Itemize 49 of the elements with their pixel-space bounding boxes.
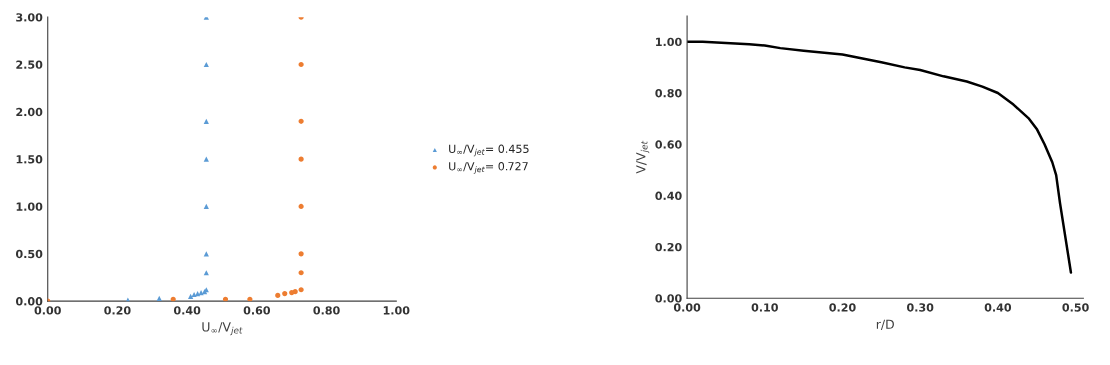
x-tick-label: 0.40 bbox=[984, 303, 1012, 312]
point bbox=[247, 296, 253, 302]
point bbox=[298, 270, 304, 276]
point bbox=[203, 118, 209, 124]
y-tick-label: 1.00 bbox=[16, 202, 43, 211]
y-tick-label: 2.00 bbox=[16, 107, 43, 117]
line-series bbox=[687, 40, 1073, 274]
y-tick-label: 0.80 bbox=[655, 88, 682, 98]
point bbox=[275, 292, 281, 299]
x-tick-label: 0.50 bbox=[1062, 303, 1089, 312]
y-tick-label: 0.20 bbox=[655, 242, 682, 252]
point bbox=[203, 61, 209, 68]
point bbox=[298, 118, 304, 124]
x-tick-label: 0.10 bbox=[751, 303, 778, 312]
x-axis-title: U$_{∞}$/V$_{jet}$ bbox=[202, 322, 243, 336]
point bbox=[170, 296, 176, 302]
x-tick-label: 0.00 bbox=[673, 303, 701, 312]
x-tick-label: 0.00 bbox=[34, 306, 61, 315]
y-tick-label: 0.00 bbox=[655, 294, 682, 303]
point bbox=[222, 296, 229, 302]
y-tick-label: 1.00 bbox=[656, 37, 682, 47]
legend-label: U$_{∞}$/V$_{jet}$= 0.455 bbox=[449, 144, 529, 157]
y-tick-label: 2.50 bbox=[16, 60, 43, 69]
y-tick-label: 3.00 bbox=[16, 13, 43, 22]
x-tick-label: 0.80 bbox=[313, 306, 340, 315]
x-tick-label: 0.40 bbox=[173, 306, 201, 315]
point bbox=[156, 295, 162, 301]
y-tick-label: 0.60 bbox=[655, 140, 682, 149]
point bbox=[203, 270, 209, 276]
point bbox=[298, 156, 304, 162]
y-tick-label: 0.50 bbox=[15, 249, 43, 259]
point bbox=[298, 61, 304, 68]
point bbox=[203, 203, 209, 210]
y-axis-title: V/V$_{jet}$ bbox=[636, 140, 650, 174]
y-tick-label: 1.50 bbox=[16, 155, 43, 164]
y-tick-label: 0.40 bbox=[655, 191, 682, 200]
x-tick-label: 0.20 bbox=[829, 303, 856, 312]
x-tick-label: 0.30 bbox=[907, 303, 934, 312]
point bbox=[203, 156, 209, 162]
point bbox=[298, 287, 304, 293]
point bbox=[298, 203, 304, 210]
y-tick-label: 0.00 bbox=[15, 297, 43, 306]
point bbox=[298, 251, 304, 257]
x-tick-label: 1.00 bbox=[383, 306, 410, 315]
x-tick-label: 0.20 bbox=[104, 306, 131, 315]
legend-label: U$_{∞}$/V$_{jet}$= 0.727 bbox=[449, 162, 528, 174]
x-axis-title: r/D bbox=[876, 319, 894, 331]
x-tick-label: 0.60 bbox=[243, 306, 271, 315]
point bbox=[282, 290, 288, 297]
